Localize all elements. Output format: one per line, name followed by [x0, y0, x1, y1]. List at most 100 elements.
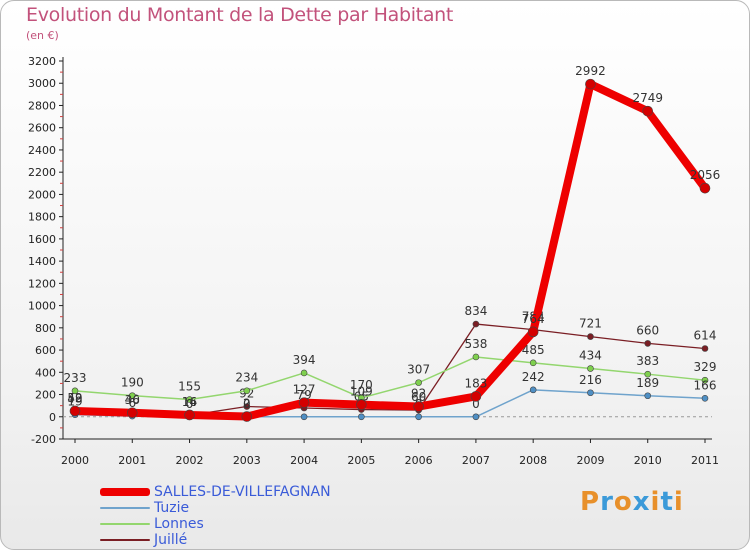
legend-label: Juillé — [154, 532, 188, 548]
data-label: 233 — [64, 371, 87, 385]
data-label: 614 — [694, 329, 717, 343]
legend-label: Tuzie — [154, 500, 190, 516]
data-label: 764 — [522, 312, 545, 326]
data-point — [587, 365, 594, 372]
data-point — [415, 379, 422, 386]
data-point — [126, 407, 138, 419]
data-point — [358, 413, 365, 421]
data-label: 6 — [128, 396, 136, 410]
x-tick-label: 2000 — [61, 454, 89, 467]
legend-item: Lonnes — [100, 516, 331, 532]
y-unit-label: (en €) — [26, 29, 59, 42]
data-point — [701, 345, 709, 352]
x-tick-label: 2004 — [290, 454, 318, 467]
data-label: 242 — [522, 370, 545, 384]
series-line — [74, 323, 706, 416]
data-point — [241, 411, 253, 422]
data-point — [470, 391, 482, 402]
data-label: 19 — [67, 395, 82, 409]
legend-swatch — [100, 539, 150, 541]
logo-letter: x — [632, 487, 651, 517]
data-label: 79 — [296, 388, 311, 402]
data-label: 170 — [350, 378, 373, 392]
data-label: 538 — [464, 337, 487, 351]
chart-legend: SALLES-DE-VILLEFAGNAN Tuzie Lonnes Juillé — [100, 484, 331, 548]
y-tick-label: 3200 — [28, 55, 56, 68]
data-label: 52 — [67, 391, 82, 405]
y-tick-label: 1200 — [28, 277, 56, 290]
legend-item: SALLES-DE-VILLEFAGNAN — [100, 484, 331, 500]
data-point — [128, 392, 136, 399]
data-label: 16 — [182, 395, 197, 409]
data-label: 660 — [636, 323, 659, 337]
y-tick-label: 3000 — [28, 77, 56, 90]
data-point — [472, 413, 480, 421]
data-point — [69, 405, 81, 417]
x-tick-label: 2003 — [233, 454, 261, 467]
data-label: 834 — [464, 304, 487, 318]
data-point — [472, 353, 480, 361]
data-label: 0 — [243, 397, 251, 411]
y-tick-label: 2400 — [28, 144, 56, 157]
data-label: 216 — [579, 373, 602, 387]
data-label: 2 — [243, 397, 251, 411]
data-point — [243, 387, 251, 395]
x-tick-label: 2005 — [347, 454, 375, 467]
data-label: 127 — [293, 383, 316, 397]
data-label: 36 — [125, 393, 140, 407]
data-point — [415, 413, 422, 421]
data-point — [186, 396, 193, 403]
legend-label: Lonnes — [154, 516, 204, 532]
data-label: 2749 — [632, 91, 663, 105]
x-tick-label: 2010 — [634, 454, 662, 467]
series-line — [71, 80, 709, 421]
data-label: 109 — [350, 385, 373, 399]
data-point — [642, 105, 654, 117]
logo-letter: t — [660, 487, 674, 517]
data-label: 183 — [464, 376, 487, 390]
data-point — [701, 395, 709, 402]
legend-item: Juillé — [100, 532, 331, 548]
data-point — [472, 320, 480, 328]
data-point — [529, 359, 537, 367]
data-point — [701, 376, 709, 384]
data-point — [587, 333, 594, 340]
y-tick-label: 2200 — [28, 166, 56, 179]
data-label: 49 — [67, 391, 82, 405]
data-point — [585, 78, 596, 90]
x-tick-label: 2007 — [462, 454, 490, 467]
x-tick-label: 2008 — [519, 454, 547, 467]
y-tick-label: 1000 — [28, 300, 56, 313]
y-tick-label: 400 — [35, 366, 56, 379]
data-label: 60 — [411, 390, 426, 404]
data-point — [298, 397, 310, 408]
y-tick-label: 2600 — [28, 122, 56, 135]
x-tick-label: 2006 — [405, 454, 433, 467]
data-label: 234 — [235, 371, 258, 385]
data-point — [644, 340, 652, 347]
data-label: 434 — [579, 349, 602, 363]
x-tick-label: 2009 — [576, 454, 604, 467]
y-tick-label: 600 — [35, 344, 56, 357]
logo-letter: i — [650, 487, 661, 517]
data-point — [184, 409, 195, 421]
data-point — [243, 403, 251, 410]
data-label: 329 — [694, 360, 717, 374]
data-label: 166 — [694, 378, 717, 392]
data-point — [356, 399, 367, 410]
x-tick-label: 2002 — [176, 454, 204, 467]
logo-letter: r — [600, 487, 614, 517]
data-point — [699, 182, 711, 194]
y-tick-label: 200 — [35, 389, 56, 402]
y-tick-label: 800 — [35, 322, 56, 335]
data-point — [529, 386, 537, 394]
y-tick-label: 2800 — [28, 99, 56, 112]
data-point — [644, 392, 652, 400]
legend-swatch — [100, 488, 150, 496]
data-label: 383 — [636, 354, 659, 368]
data-point — [300, 369, 308, 377]
y-tick-label: 1400 — [28, 255, 56, 268]
y-tick-label: -200 — [31, 433, 56, 446]
